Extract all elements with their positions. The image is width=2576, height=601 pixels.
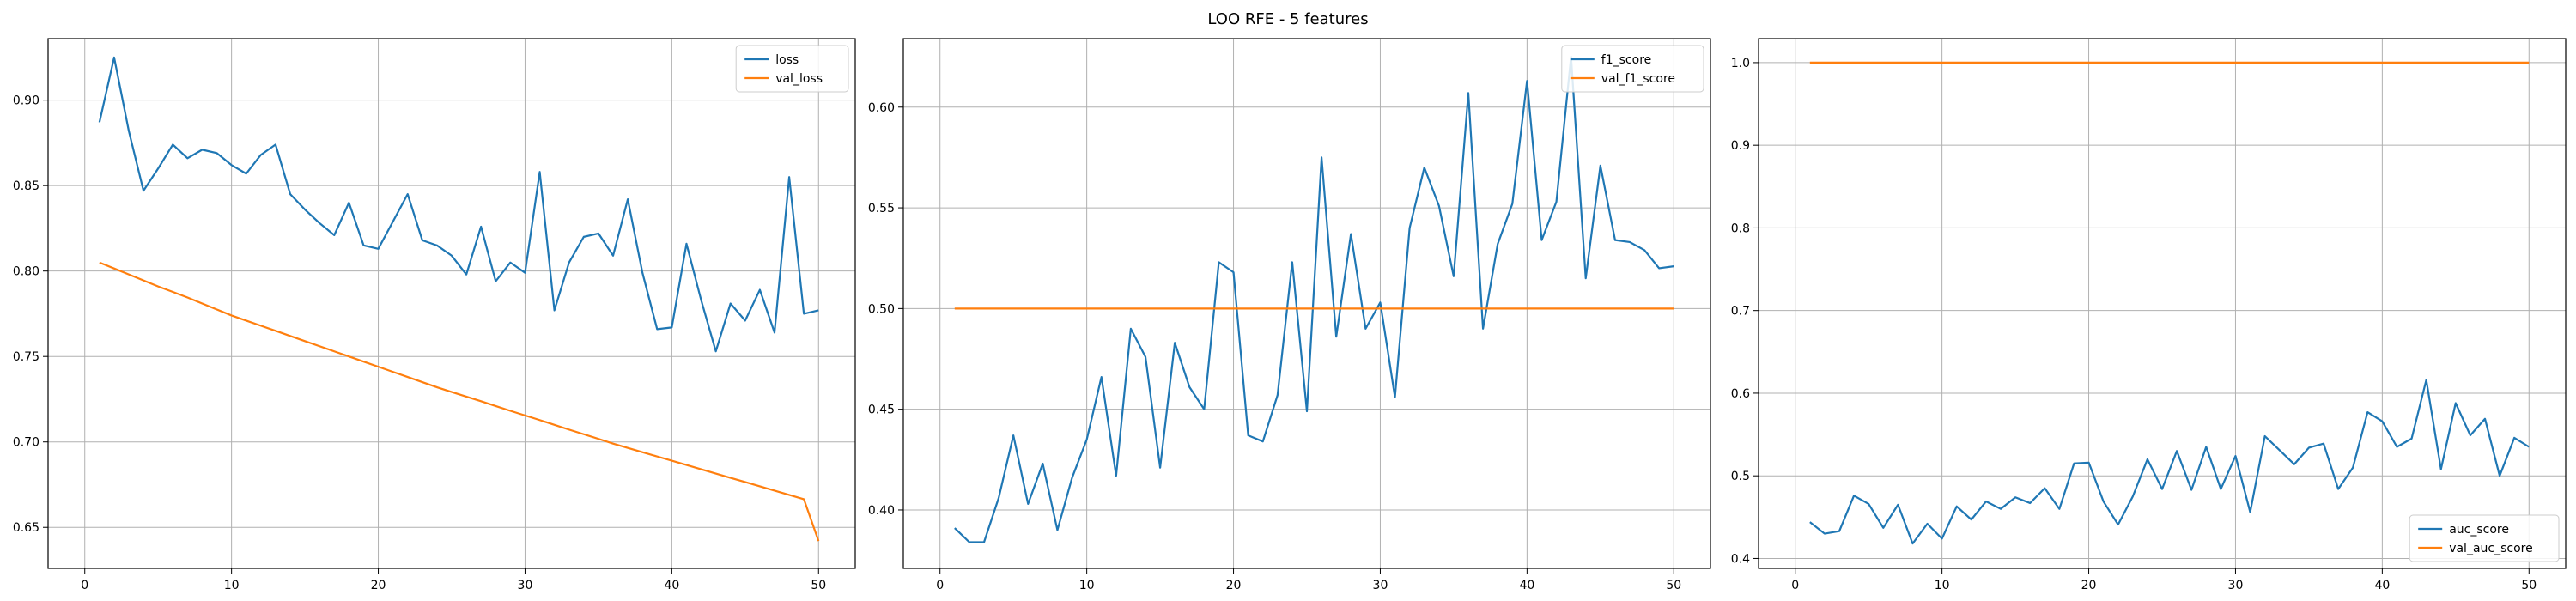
legend-frame bbox=[2409, 514, 2560, 562]
series-line-f1_score bbox=[954, 56, 1674, 543]
axes-frame bbox=[902, 38, 1711, 569]
y-tick-label: 0.9 bbox=[1731, 139, 1750, 153]
y-tick-label: 0.40 bbox=[868, 504, 895, 518]
y-tick-label: 0.80 bbox=[13, 265, 39, 279]
legend-frame bbox=[735, 45, 849, 93]
y-tick-label: 0.5 bbox=[1731, 470, 1750, 483]
x-tick-label: 30 bbox=[2228, 579, 2244, 592]
legend-frame bbox=[1561, 45, 1704, 93]
y-tick-label: 1.0 bbox=[1731, 57, 1750, 70]
y-tick-label: 0.4 bbox=[1731, 552, 1750, 566]
subplot-2: 0 10 20 30 40 50 0.40 0.45 0.50 0.55 0.60 f1_scorev… bbox=[868, 38, 1711, 592]
x-tick-label: 30 bbox=[1373, 579, 1388, 592]
legend-label-loss: loss bbox=[775, 53, 799, 67]
y-tick-label: 0.75 bbox=[13, 350, 39, 364]
subplot-1: 0 10 20 30 40 50 0.65 0.70 0.75 0.80 0.85 0.90 loss v… bbox=[13, 38, 856, 592]
x-tick-label: 0 bbox=[81, 579, 88, 592]
legend-label-f1_score: f1_score bbox=[1601, 53, 1651, 67]
y-tick-label: 0.6 bbox=[1731, 387, 1750, 401]
series-line-loss bbox=[98, 56, 819, 353]
subplots: 0 10 20 30 40 500.650.700.750.800.850.90lossv… bbox=[13, 38, 2567, 592]
y-tick-label: 0.8 bbox=[1731, 222, 1750, 235]
x-tick-label: 0 bbox=[1791, 579, 1799, 592]
y-tick-label: 0.55 bbox=[868, 202, 895, 216]
y-tick-label: 0.65 bbox=[13, 521, 39, 535]
legend-label-auc_score: auc_score bbox=[2449, 523, 2509, 537]
x-tick-label: 0 bbox=[936, 579, 944, 592]
legend-label-val_loss: val_loss bbox=[775, 72, 823, 86]
x-tick-label: 10 bbox=[1079, 579, 1095, 592]
x-tick-label: 30 bbox=[518, 579, 533, 592]
y-tick-label: 0.90 bbox=[13, 94, 39, 108]
y-tick-label: 0.7 bbox=[1731, 305, 1750, 319]
axes-frame bbox=[47, 38, 856, 569]
legend: auc_score val_auc_score bbox=[2409, 514, 2560, 562]
legend: f1_score val_f1_score bbox=[1561, 45, 1704, 93]
x-tick-label: 40 bbox=[664, 579, 679, 592]
x-tick-label: 10 bbox=[224, 579, 240, 592]
subplot-3: 0 10 20 30 40 50 0.4 0.5 0.6 0.7 0.8 0.9 1.0 auc_scor… bbox=[1731, 38, 2567, 592]
figure-title: LOO RFE - 5 features bbox=[1207, 10, 1368, 28]
x-tick-label: 10 bbox=[1935, 579, 1950, 592]
x-tick-label: 40 bbox=[2374, 579, 2390, 592]
y-tick-label: 0.70 bbox=[13, 436, 39, 450]
x-tick-label: 20 bbox=[2081, 579, 2097, 592]
axes-frame bbox=[1758, 38, 2567, 569]
x-tick-label: 20 bbox=[371, 579, 386, 592]
y-tick-label: 0.85 bbox=[13, 179, 39, 193]
x-tick-label: 50 bbox=[811, 579, 826, 592]
y-tick-label: 0.60 bbox=[868, 101, 895, 115]
series-line-val_loss bbox=[99, 261, 820, 542]
x-tick-label: 20 bbox=[1226, 579, 1242, 592]
x-tick-label: 40 bbox=[1519, 579, 1534, 592]
legend-label-val_auc_score: val_auc_score bbox=[2449, 542, 2533, 555]
legend: loss val_loss bbox=[735, 45, 849, 93]
series-line-auc_score bbox=[1809, 379, 2530, 545]
y-tick-label: 0.45 bbox=[868, 404, 895, 417]
x-tick-label: 50 bbox=[1666, 579, 1681, 592]
legend-label-val_f1_score: val_f1_score bbox=[1601, 72, 1675, 86]
y-tick-label: 0.50 bbox=[868, 302, 895, 316]
x-tick-label: 50 bbox=[2521, 579, 2537, 592]
